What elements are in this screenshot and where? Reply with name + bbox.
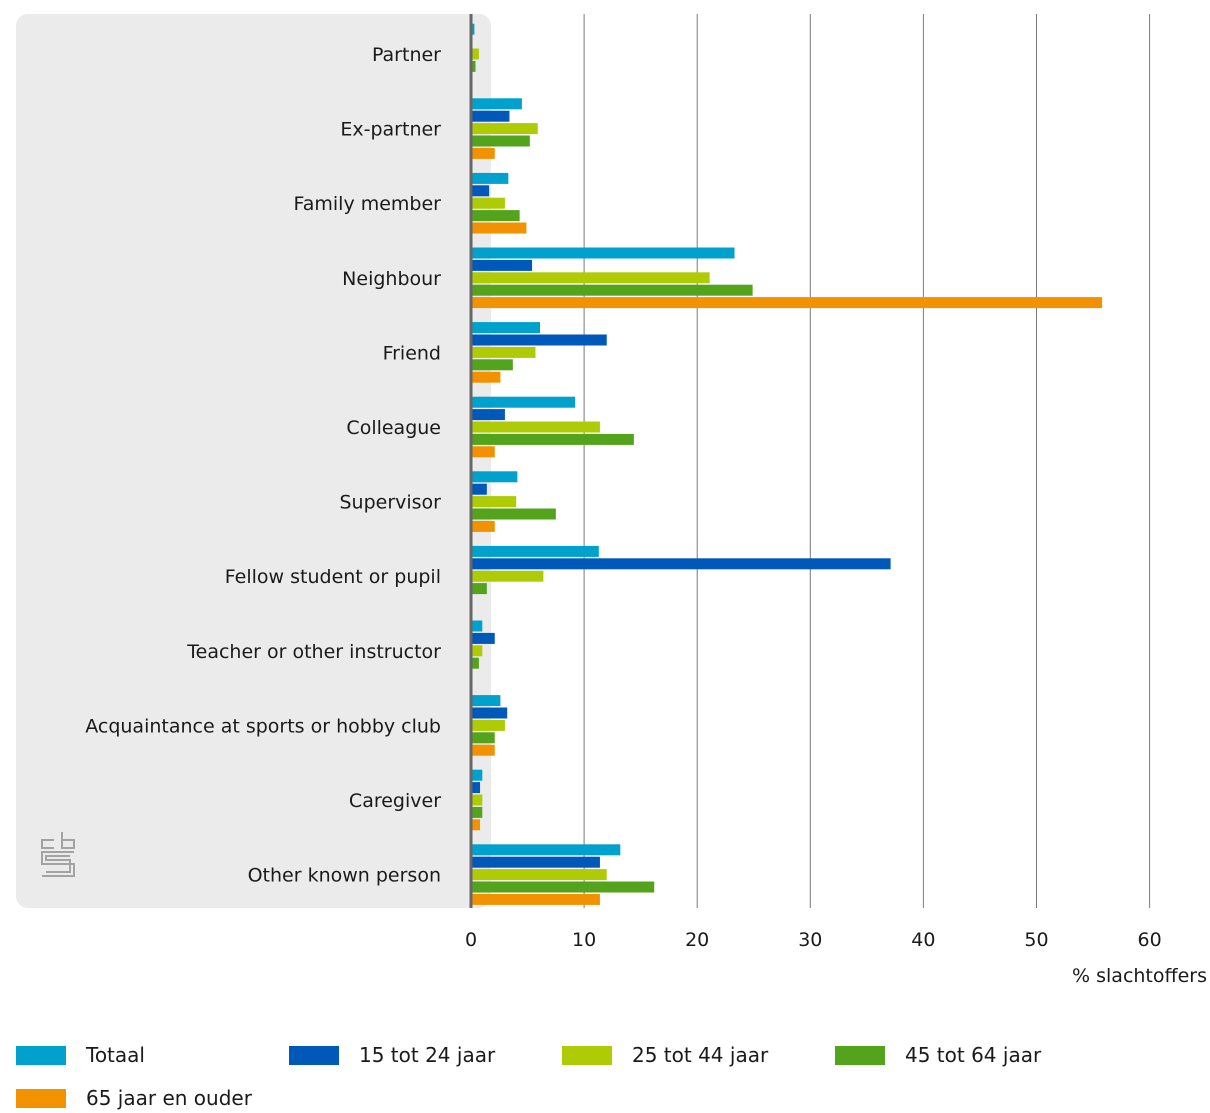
bar-5-12 — [471, 893, 600, 905]
legend-item: 45 tot 64 jaar — [835, 1040, 1041, 1070]
bar-5-10 — [471, 744, 495, 756]
x-tick-label-50: 50 — [1024, 929, 1048, 951]
bar-1-7 — [471, 471, 518, 483]
bar-4-1 — [471, 60, 476, 72]
category-label: Partner — [372, 44, 441, 66]
category-label: Ex-partner — [340, 119, 441, 141]
legend-label: 65 jaar en ouder — [86, 1086, 252, 1110]
category-label: Neighbour — [342, 268, 441, 290]
bar-3-3 — [471, 197, 505, 209]
category-label: Colleague — [346, 417, 441, 439]
bar-5-6 — [471, 446, 495, 458]
x-axis-title: % slachtoffers — [1072, 965, 1207, 987]
bar-2-5 — [471, 334, 607, 346]
cbs-logo-icon — [41, 832, 75, 877]
x-tick-label-20: 20 — [685, 929, 709, 951]
bar-5-11 — [471, 819, 481, 831]
bar-5-7 — [471, 520, 495, 532]
bar-2-9 — [471, 632, 495, 644]
x-tick-label-30: 30 — [798, 929, 822, 951]
bar-3-4 — [471, 272, 710, 284]
legend-swatch — [16, 1045, 66, 1065]
bar-2-10 — [471, 707, 508, 719]
legend-swatch — [289, 1045, 339, 1065]
legend-label: Totaal — [86, 1043, 145, 1067]
bar-3-8 — [471, 570, 544, 582]
bar-3-10 — [471, 719, 505, 731]
bar-1-3 — [471, 172, 509, 184]
legend-item: 65 jaar en ouder — [16, 1083, 252, 1113]
bar-1-2 — [471, 98, 522, 110]
bar-2-8 — [471, 558, 891, 570]
x-tick-label-40: 40 — [911, 929, 935, 951]
bar-2-4 — [471, 259, 533, 271]
bar-5-5 — [471, 371, 501, 383]
x-tick-labels: 0 10 20 30 40 50 60 — [465, 929, 1162, 951]
bar-2-12 — [471, 856, 600, 868]
legend-label: 25 tot 44 jaar — [632, 1043, 769, 1067]
bar-4-10 — [471, 732, 495, 744]
bar-2-6 — [471, 409, 505, 421]
bar-chart: Partner Ex-partner Family member Neighbour F… — [16, 14, 1207, 987]
bar-1-1 — [471, 23, 475, 35]
category-label: Supervisor — [339, 492, 441, 514]
bar-3-5 — [471, 346, 536, 358]
legend-label: 15 tot 24 jaar — [359, 1043, 496, 1067]
bar-1-8 — [471, 545, 599, 557]
bar-3-11 — [471, 794, 483, 806]
bar-4-2 — [471, 135, 530, 147]
legend-label: 45 tot 64 jaar — [905, 1043, 1042, 1067]
bar-2-11 — [471, 782, 481, 794]
bar-3-6 — [471, 421, 600, 433]
bar-4-8 — [471, 583, 487, 595]
bars — [471, 23, 1103, 905]
legend-swatch — [562, 1045, 612, 1065]
bar-3-2 — [471, 123, 538, 135]
bar-4-12 — [471, 881, 655, 893]
chart-panel-background — [16, 14, 491, 908]
bar-4-6 — [471, 433, 634, 445]
bar-1-10 — [471, 695, 501, 707]
bar-1-4 — [471, 247, 735, 259]
x-tick-label-0: 0 — [465, 929, 477, 951]
bar-3-7 — [471, 496, 517, 508]
bar-4-5 — [471, 359, 513, 371]
legend-item: 15 tot 24 jaar — [289, 1040, 495, 1070]
category-label: Fellow student or pupil — [225, 566, 441, 588]
category-label: Other known person — [248, 865, 441, 887]
gridlines — [583, 14, 1151, 908]
legend-item: 25 tot 44 jaar — [562, 1040, 768, 1070]
legend-item: Totaal — [16, 1040, 145, 1070]
bar-1-5 — [471, 322, 540, 334]
legend-swatch — [835, 1045, 885, 1065]
category-label: Family member — [294, 193, 442, 215]
bar-3-12 — [471, 869, 607, 881]
bar-2-3 — [471, 185, 490, 197]
bar-1-9 — [471, 620, 483, 632]
bar-2-2 — [471, 110, 510, 122]
category-label: Teacher or other instructor — [186, 641, 441, 663]
bar-4-11 — [471, 806, 483, 818]
bar-4-9 — [471, 657, 479, 669]
bar-3-1 — [471, 48, 479, 60]
bar-5-4 — [471, 297, 1103, 309]
bar-1-12 — [471, 844, 621, 856]
x-tick-label-10: 10 — [572, 929, 596, 951]
x-tick-label-60: 60 — [1138, 929, 1162, 951]
bar-1-6 — [471, 396, 576, 408]
category-label: Friend — [383, 342, 441, 364]
category-label: Acquaintance at sports or hobby club — [85, 715, 441, 737]
bar-5-2 — [471, 147, 495, 159]
bar-5-3 — [471, 222, 527, 234]
bar-2-7 — [471, 483, 487, 495]
legend-swatch — [16, 1088, 66, 1108]
bar-4-7 — [471, 508, 556, 520]
bar-1-11 — [471, 769, 483, 781]
bar-4-4 — [471, 284, 753, 296]
category-labels: Partner Ex-partner Family member Neighbour F… — [85, 44, 441, 887]
category-label: Caregiver — [349, 790, 441, 812]
bar-3-9 — [471, 645, 483, 657]
bar-4-3 — [471, 210, 520, 222]
